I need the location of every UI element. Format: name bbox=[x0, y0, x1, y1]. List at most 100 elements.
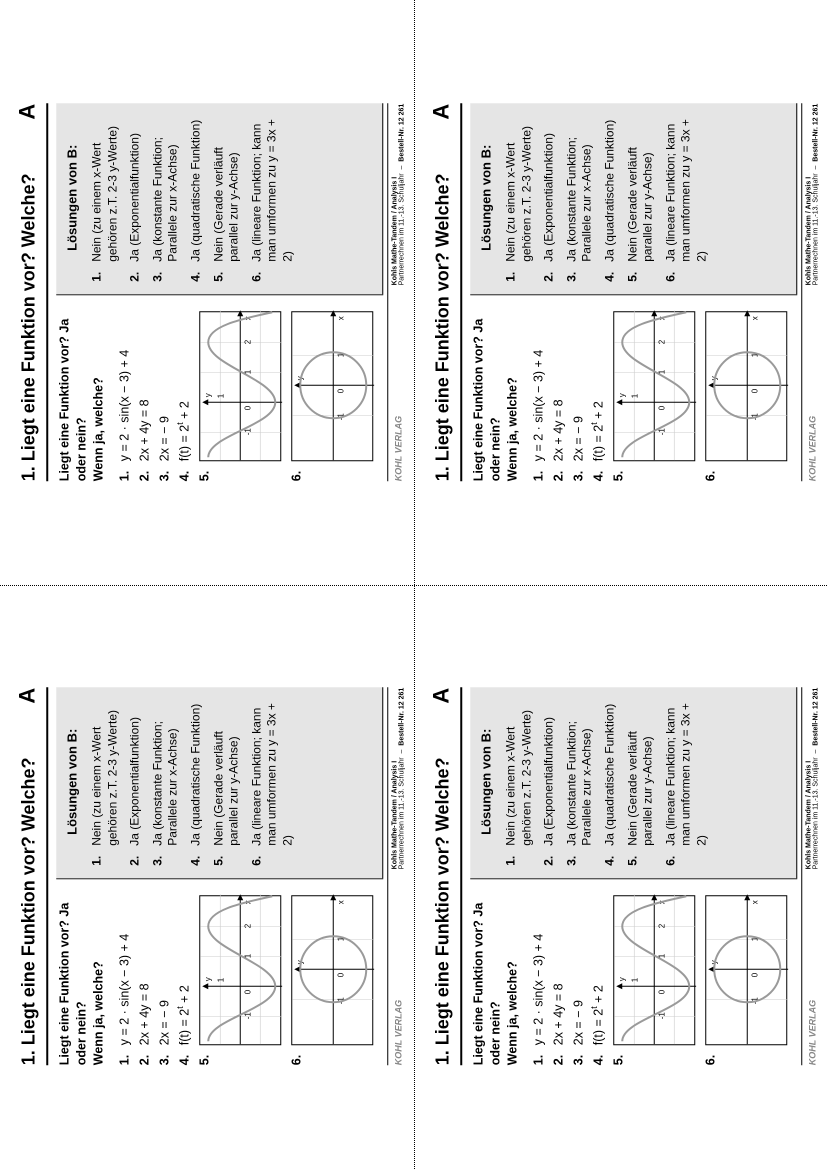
question-line2: Wenn ja, welche? bbox=[505, 377, 519, 481]
card-title: 1. Liegt eine Funktion vor? Welche? bbox=[18, 758, 39, 1066]
question-text: Liegt eine Funktion vor? Ja oder nein? W… bbox=[56, 889, 107, 1065]
svg-text:2: 2 bbox=[656, 339, 665, 344]
problem-1: 1.y = 2 · sin(x − 3) + 4 bbox=[117, 889, 131, 1065]
solution-5-text: Nein (Gerade verläuft parallel zur y-Ach… bbox=[624, 698, 655, 846]
solution-6: 6.Ja (lineare Funktion; kann man umforme… bbox=[663, 114, 710, 282]
problem-2: 2.2x + 4y = 8 bbox=[550, 305, 564, 481]
title-row: 1. Liegt eine Funktion vor? Welche? A bbox=[428, 104, 462, 482]
solution-2: 2.Ja (Exponentialfunktion) bbox=[541, 698, 557, 866]
svg-text:2: 2 bbox=[656, 924, 665, 929]
card-footer: KOHL VERLAG Kohls Mathe-Tandem / Analysi… bbox=[387, 104, 405, 482]
svg-text:0: 0 bbox=[656, 405, 665, 410]
svg-text:x: x bbox=[336, 316, 345, 320]
title-row: 1. Liegt eine Funktion vor? Welche? A bbox=[14, 104, 48, 482]
question-line1: Liegt eine Funktion vor? Ja oder nein? bbox=[57, 903, 88, 1066]
solution-1: 1.Nein (zu einem x-Wert gehören z.T. 2-3… bbox=[503, 698, 534, 866]
svg-text:0: 0 bbox=[243, 990, 252, 995]
y-axis-label: y bbox=[616, 393, 625, 397]
title-row: 1. Liegt eine Funktion vor? Welche? A bbox=[428, 688, 462, 1066]
svg-text:0: 0 bbox=[336, 388, 345, 393]
solution-5-text: Nein (Gerade verläuft parallel zur y-Ach… bbox=[211, 114, 242, 262]
problem-4-eq: f(t) = 2t + 2 bbox=[590, 889, 604, 1045]
problem-3: 3.2x = − 9 bbox=[157, 305, 171, 481]
svg-text:1: 1 bbox=[216, 978, 225, 983]
svg-text:0: 0 bbox=[243, 405, 252, 410]
svg-text:x: x bbox=[749, 901, 758, 905]
footer-meta: Kohls Mathe-Tandem / Analysis I Partnerr… bbox=[391, 688, 405, 870]
solution-5: 5.Nein (Gerade verläuft parallel zur y-A… bbox=[211, 114, 242, 282]
solution-1: 1.Nein (zu einem x-Wert gehören z.T. 2-3… bbox=[89, 698, 120, 866]
solution-3-text: Ja (konstante Funktion; Parallele zur x-… bbox=[564, 114, 595, 262]
graph-5: y x 0 -1 1 2 1 bbox=[612, 896, 694, 1046]
solutions-column: Lösungen von B: 1.Nein (zu einem x-Wert … bbox=[56, 104, 383, 294]
graph-5: y x 0 -1 1 2 1 bbox=[199, 896, 281, 1046]
problem-4-eq: f(t) = 2t + 2 bbox=[590, 305, 604, 461]
solution-4-text: Ja (quadratische Funktion) bbox=[188, 114, 204, 262]
problem-2-eq: 2x + 4y = 8 bbox=[550, 305, 564, 461]
problem-5: 5. y bbox=[610, 889, 696, 1065]
card-variant: A bbox=[428, 104, 454, 120]
solution-3-text: Ja (konstante Funktion; Parallele zur x-… bbox=[150, 698, 181, 846]
solutions-title: Lösungen von B: bbox=[478, 698, 493, 866]
svg-text:y: y bbox=[708, 961, 717, 965]
question-line1: Liegt eine Funktion vor? Ja oder nein? bbox=[471, 903, 502, 1066]
problem-2: 2.2x + 4y = 8 bbox=[137, 305, 151, 481]
problem-4: 4.f(t) = 2t + 2 bbox=[590, 889, 604, 1065]
problem-4: 4.f(t) = 2t + 2 bbox=[590, 305, 604, 481]
solution-5-text: Nein (Gerade verläuft parallel zur y-Ach… bbox=[624, 114, 655, 262]
solution-3: 3.Ja (konstante Funktion; Parallele zur … bbox=[150, 114, 181, 282]
graph-5: y x 0 -1 1 2 1 bbox=[612, 311, 694, 461]
svg-text:0: 0 bbox=[749, 973, 758, 978]
card-title: 1. Liegt eine Funktion vor? Welche? bbox=[432, 173, 453, 481]
graph-6: y x 0 -1 1 bbox=[291, 896, 373, 1046]
solution-3-text: Ja (konstante Funktion; Parallele zur x-… bbox=[150, 114, 181, 262]
solution-2-text: Ja (Exponentialfunktion) bbox=[541, 698, 557, 846]
problem-6: 6. y x 0 -1 bbox=[289, 889, 375, 1065]
card-title: 1. Liegt eine Funktion vor? Welche? bbox=[18, 173, 39, 481]
question-line2: Wenn ja, welche? bbox=[505, 962, 519, 1066]
solution-3-text: Ja (konstante Funktion; Parallele zur x-… bbox=[564, 698, 595, 846]
title-row: 1. Liegt eine Funktion vor? Welche? A bbox=[14, 688, 48, 1066]
problem-2: 2.2x + 4y = 8 bbox=[550, 889, 564, 1065]
problem-1-eq: y = 2 · sin(x − 3) + 4 bbox=[530, 305, 544, 461]
svg-text:x: x bbox=[336, 901, 345, 905]
problem-1-eq: y = 2 · sin(x − 3) + 4 bbox=[117, 305, 131, 461]
question-line2: Wenn ja, welche? bbox=[91, 377, 105, 481]
svg-text:0: 0 bbox=[656, 990, 665, 995]
solutions-column: Lösungen von B: 1.Nein (zu einem x-Wert … bbox=[56, 688, 383, 878]
footer-meta: Kohls Mathe-Tandem / Analysis I Partnerr… bbox=[391, 104, 405, 286]
solution-3: 3.Ja (konstante Funktion; Parallele zur … bbox=[564, 698, 595, 866]
solutions-title: Lösungen von B: bbox=[64, 698, 79, 866]
card-variant: A bbox=[14, 104, 40, 120]
solution-2: 2.Ja (Exponentialfunktion) bbox=[127, 114, 143, 282]
problem-3-eq: 2x = − 9 bbox=[157, 889, 171, 1045]
problem-1-eq: y = 2 · sin(x − 3) + 4 bbox=[530, 889, 544, 1045]
problem-3-eq: 2x = − 9 bbox=[570, 305, 584, 461]
problem-2-eq: 2x + 4y = 8 bbox=[550, 889, 564, 1045]
solutions-title: Lösungen von B: bbox=[64, 114, 79, 282]
publisher-logo: KOHL VERLAG bbox=[807, 1000, 817, 1065]
graph-6: y x 0 -1 1 bbox=[704, 896, 786, 1046]
card-title: 1. Liegt eine Funktion vor? Welche? bbox=[432, 758, 453, 1066]
solution-6-text: Ja (lineare Funktion; kann man umformen … bbox=[663, 698, 710, 846]
card-footer: KOHL VERLAG Kohls Mathe-Tandem / Analysi… bbox=[801, 104, 819, 482]
y-axis-label: y bbox=[203, 978, 212, 982]
problem-4-eq: f(t) = 2t + 2 bbox=[177, 889, 191, 1045]
problem-3: 3.2x = − 9 bbox=[570, 305, 584, 481]
solution-2: 2.Ja (Exponentialfunktion) bbox=[127, 698, 143, 866]
problem-5: 5. y bbox=[197, 889, 283, 1065]
solution-6-text: Ja (lineare Funktion; kann man umformen … bbox=[249, 114, 296, 262]
problems-column: Liegt eine Funktion vor? Ja oder nein? W… bbox=[470, 878, 797, 1065]
solution-1-text: Nein (zu einem x-Wert gehören z.T. 2-3 y… bbox=[89, 114, 120, 262]
problem-2: 2.2x + 4y = 8 bbox=[137, 889, 151, 1065]
svg-text:x: x bbox=[749, 316, 758, 320]
graph-6: y x 0 -1 1 bbox=[704, 311, 786, 461]
svg-text:0: 0 bbox=[336, 973, 345, 978]
solution-3: 3.Ja (konstante Funktion; Parallele zur … bbox=[564, 114, 595, 282]
publisher-logo: KOHL VERLAG bbox=[393, 1000, 403, 1065]
problem-1-eq: y = 2 · sin(x − 3) + 4 bbox=[117, 889, 131, 1045]
solution-2: 2.Ja (Exponentialfunktion) bbox=[541, 114, 557, 282]
problem-1: 1.y = 2 · sin(x − 3) + 4 bbox=[117, 305, 131, 481]
solution-4: 4.Ja (quadratische Funktion) bbox=[602, 698, 618, 866]
solution-5: 5.Nein (Gerade verläuft parallel zur y-A… bbox=[624, 698, 655, 866]
